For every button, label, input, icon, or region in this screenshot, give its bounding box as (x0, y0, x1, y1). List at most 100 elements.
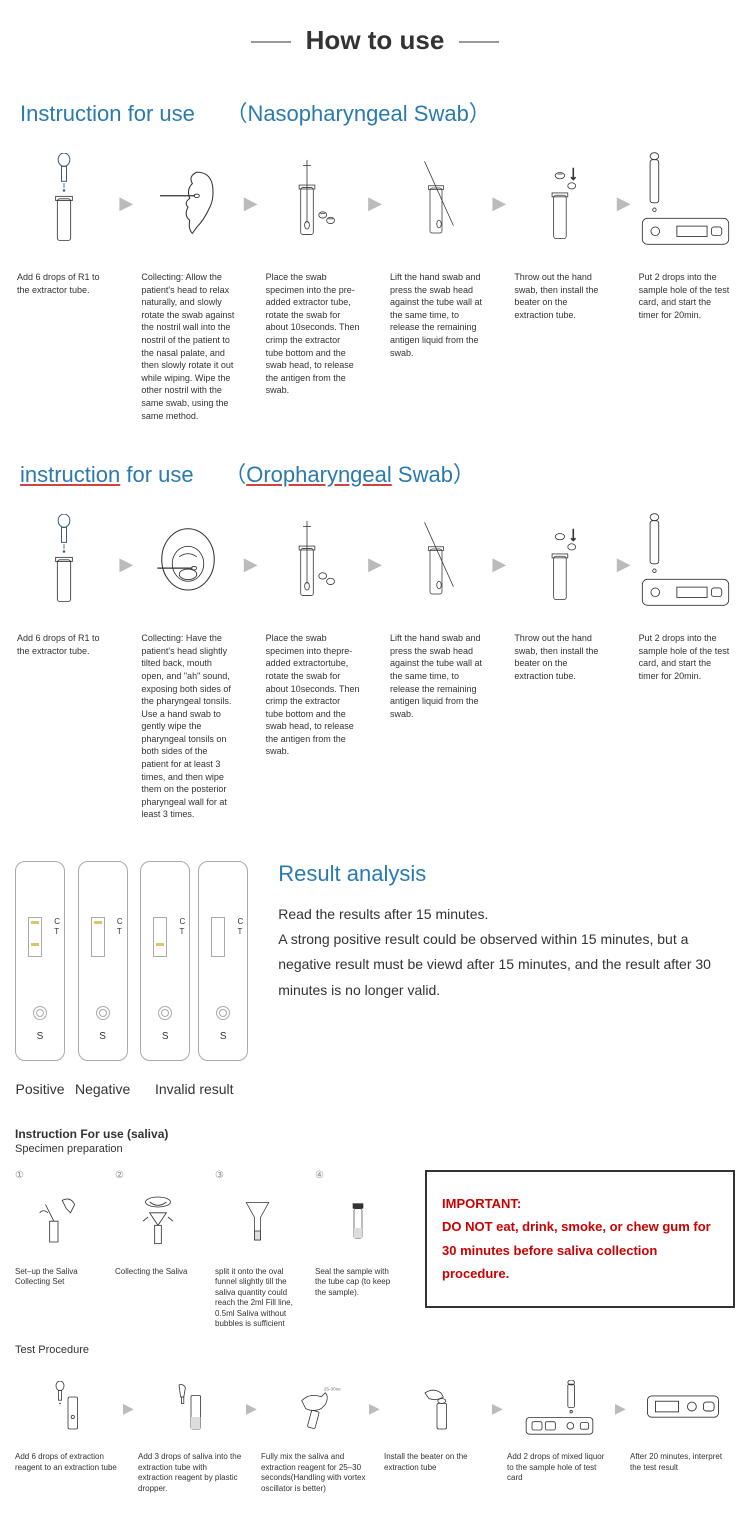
swab-lift-icon (388, 504, 486, 624)
sec1-title-a: Instruction for use (20, 101, 195, 126)
main-title: How to use (0, 0, 750, 81)
sec2-step4-desc: Lift the hand swab and press the swab he… (388, 632, 486, 720)
arrow-icon: ▶ (118, 143, 134, 263)
results-heading: Result analysis (278, 861, 735, 887)
arrow-icon: ▶ (616, 143, 632, 263)
dropper-tube-icon (15, 143, 113, 263)
proc-mix-icon: 25-30sec (261, 1371, 366, 1446)
sec2-title-b1: （ (224, 462, 246, 487)
saliva-prep-3: ③ split it onto the oval funnel slightly… (215, 1170, 300, 1329)
saliva-prep-4: ④ Seal the sample with the tube cap (to … (315, 1170, 400, 1298)
arrow-icon: ▶ (616, 504, 632, 624)
sec2-step-5: Throw out the hand swab, then install th… (512, 504, 610, 682)
proc-apply-icon (507, 1371, 612, 1446)
saliva-collect-icon (115, 1184, 200, 1259)
proc3-desc: Fully mix the saliva and extraction reag… (261, 1452, 366, 1494)
proc1-desc: Add 6 drops of extraction reagent to an … (15, 1452, 120, 1473)
proc5-desc: Add 2 drops of mixed liquor to the sampl… (507, 1452, 612, 1483)
saliva-prep-row: ① Set–up the Saliva Collecting Set ② Col… (0, 1165, 750, 1344)
arrow-icon: ▶ (492, 1371, 504, 1446)
results-text2: A strong positive result could be observ… (278, 927, 735, 1003)
sec1-step2-desc: Collecting: Allow the patient's head to … (139, 271, 237, 422)
sec1-step-2: Collecting: Allow the patient's head to … (139, 143, 237, 422)
sec1-step-1: Add 6 drops of R1 to the extractor tube. (15, 143, 113, 296)
sec1-step5-desc: Throw out the hand swab, then install th… (512, 271, 610, 321)
nasal-swab-icon (139, 143, 237, 263)
tube-cap-icon (512, 143, 610, 263)
proc-result-icon (630, 1371, 735, 1446)
saliva-prep-label: Specimen preparation (0, 1143, 750, 1165)
sec1-step4-desc: Lift the hand swab and press the swab he… (388, 271, 486, 359)
sec1-step6-desc: Put 2 drops into the sample hole of the … (637, 271, 735, 321)
arrow-icon: ▶ (491, 504, 507, 624)
proc-drops-icon (15, 1371, 120, 1446)
sec2-title-a2: for use (120, 462, 193, 487)
cassette-invalid-2: CTS (198, 861, 248, 1061)
proc-saliva-drops-icon (138, 1371, 243, 1446)
svg-text:25-30sec: 25-30sec (324, 1387, 341, 1392)
arrow-icon: ▶ (615, 1371, 627, 1446)
sec2-step2-desc: Collecting: Have the patient's head slig… (139, 632, 237, 821)
proc-beater-icon (384, 1371, 489, 1446)
cassette-invalid-1: CTS (140, 861, 190, 1061)
sec2-steps: Add 6 drops of R1 to the extractor tube.… (0, 494, 750, 841)
saliva-prep-2: ② Collecting the Saliva (115, 1170, 200, 1277)
label-invalid: Invalid result (155, 1081, 234, 1097)
saliva-prep3-desc: split it onto the oval funnel slightly t… (215, 1267, 300, 1329)
arrow-icon: ▶ (118, 504, 134, 624)
important-label: IMPORTANT: (442, 1192, 718, 1215)
sec2-title-b3: Swab） (392, 462, 475, 487)
sec2-step-3: Place the swab specimen into thepre-adde… (264, 504, 362, 758)
drops-cassette-icon (637, 143, 735, 263)
proc4-desc: Install the beater on the extraction tub… (384, 1452, 489, 1473)
saliva-funnel-icon (215, 1184, 300, 1259)
arrow-icon: ▶ (246, 1371, 258, 1446)
arrow-icon: ▶ (491, 143, 507, 263)
proc-3: 25-30sec Fully mix the saliva and extrac… (261, 1371, 366, 1494)
sec1-step-6: Put 2 drops into the sample hole of the … (637, 143, 735, 321)
sec1-step3-desc: Place the swab specimen into the pre-add… (264, 271, 362, 397)
proc6-desc: After 20 minutes, interpret the test res… (630, 1452, 735, 1473)
saliva-setup-icon (15, 1184, 100, 1259)
sec2-step1-desc: Add 6 drops of R1 to the extractor tube. (15, 632, 113, 657)
sec2-title-b2: Oropharyngeal (246, 462, 392, 487)
section1-title: Instruction for use （Nasopharyngeal Swab… (0, 81, 750, 133)
cassettes-group: CTS Positive CTS Negative CTS CTS Invali… (15, 861, 248, 1097)
saliva-prep4-desc: Seal the sample with the tube cap (to ke… (315, 1267, 400, 1298)
sec1-step-4: Lift the hand swab and press the swab he… (388, 143, 486, 359)
section2-title: instruction for use （Oropharyngeal Swab） (0, 442, 750, 494)
sec2-step-4: Lift the hand swab and press the swab he… (388, 504, 486, 720)
proc-2: Add 3 drops of saliva into the extractio… (138, 1371, 243, 1494)
saliva-prep2-desc: Collecting the Saliva (115, 1267, 200, 1277)
arrow-icon: ▶ (367, 504, 383, 624)
arrow-icon: ▶ (123, 1371, 135, 1446)
sec1-step-5: Throw out the hand swab, then install th… (512, 143, 610, 321)
saliva-title: Instruction For use (saliva) (0, 1117, 750, 1143)
sec1-step1-desc: Add 6 drops of R1 to the extractor tube. (15, 271, 113, 296)
proc-5: Add 2 drops of mixed liquor to the sampl… (507, 1371, 612, 1483)
results-text1: Read the results after 15 minutes. (278, 902, 735, 927)
sec2-step-6: Put 2 drops into the sample hole of the … (637, 504, 735, 682)
oral-swab-icon (139, 504, 237, 624)
results-section: CTS Positive CTS Negative CTS CTS Invali… (0, 841, 750, 1117)
dropper-tube-icon (15, 504, 113, 624)
result-text-block: Result analysis Read the results after 1… (278, 861, 735, 1097)
arrow-icon: ▶ (243, 143, 259, 263)
cassette-negative: CTS Negative (75, 861, 130, 1097)
saliva-proc-row: Add 6 drops of extraction reagent to an … (0, 1366, 750, 1514)
important-text: DO NOT eat, drink, smoke, or chew gum fo… (442, 1215, 718, 1285)
cassette-positive: CTS Positive (15, 861, 65, 1097)
important-box: IMPORTANT: DO NOT eat, drink, smoke, or … (425, 1170, 735, 1308)
saliva-prep1-desc: Set–up the Saliva Collecting Set (15, 1267, 100, 1288)
saliva-seal-icon (315, 1184, 400, 1259)
sec1-title-b: （Nasopharyngeal Swab） (225, 101, 490, 126)
tube-cap-icon (512, 504, 610, 624)
sec1-step-3: Place the swab specimen into the pre-add… (264, 143, 362, 397)
swab-in-tube-icon (264, 504, 362, 624)
label-negative: Negative (75, 1081, 130, 1097)
swab-lift-icon (388, 143, 486, 263)
swab-in-tube-icon (264, 143, 362, 263)
arrow-icon: ▶ (369, 1371, 381, 1446)
sec2-step5-desc: Throw out the hand swab, then install th… (512, 632, 610, 682)
saliva-proc-label: Test Procedure (0, 1344, 750, 1366)
